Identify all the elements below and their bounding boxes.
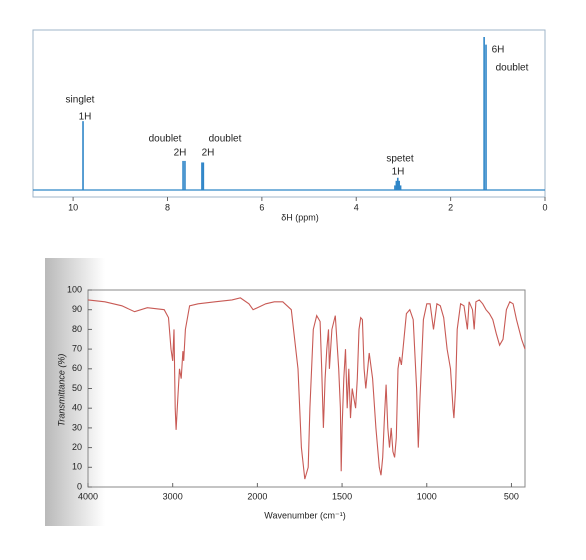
y-tick-label: 100 [67, 284, 82, 294]
x-tick-label: 4000 [78, 491, 98, 501]
x-tick-label: 1500 [332, 491, 352, 501]
y-tick-label: 50 [72, 383, 82, 393]
nmr-frame [32, 29, 546, 198]
x-tick-label: 2 [448, 202, 453, 212]
x-tick-label: 3000 [163, 491, 183, 501]
y-tick-label: 80 [72, 324, 82, 334]
annotation: 2H [202, 148, 215, 159]
x-axis-label: δH (ppm) [281, 212, 319, 222]
y-axis-label: Transmittance (%) [56, 354, 66, 427]
y-tick-label: 10 [72, 462, 82, 472]
annotation: doublet [209, 134, 242, 145]
annotation: singlet [66, 95, 95, 106]
y-tick-label: 0 [77, 481, 82, 491]
spectrum-line [87, 297, 526, 480]
y-tick-label: 60 [72, 363, 82, 373]
x-tick-label: 1000 [417, 491, 437, 501]
annotation: doublet [496, 63, 529, 74]
x-axis-label: Wavenumber (cm⁻¹) [264, 510, 345, 520]
annotation: doublet [149, 134, 182, 145]
annotation: 2H [174, 148, 187, 159]
y-tick-label: 40 [72, 403, 82, 413]
annotation: 1H [79, 112, 92, 123]
x-tick-label: 4 [354, 202, 359, 212]
x-tick-label: 8 [165, 202, 170, 212]
scan-shadow [45, 258, 105, 526]
ir-frame [87, 289, 526, 488]
x-tick-label: 2000 [247, 491, 267, 501]
y-tick-label: 90 [72, 304, 82, 314]
y-tick-label: 30 [72, 422, 82, 432]
y-tick-label: 70 [72, 343, 82, 353]
x-tick-label: 500 [504, 491, 519, 501]
x-tick-label: 10 [68, 202, 78, 212]
annotation: spetet [386, 154, 413, 165]
annotation: 6H [492, 45, 505, 56]
x-tick-label: 6 [259, 202, 264, 212]
annotation: 1H [392, 167, 405, 178]
x-tick-label: 0 [542, 202, 547, 212]
y-tick-label: 20 [72, 442, 82, 452]
